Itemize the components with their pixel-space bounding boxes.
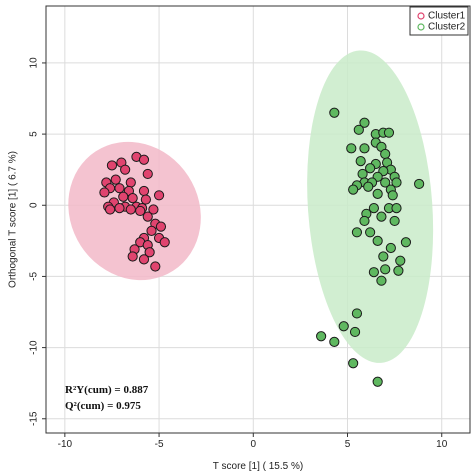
data-point-cluster1 (114, 203, 125, 214)
data-point-cluster2 (383, 127, 395, 138)
data-point-cluster1 (135, 205, 146, 217)
data-point-cluster2 (387, 190, 398, 201)
cluster-ellipses (68, 50, 434, 363)
x-tick-label: 10 (436, 439, 448, 450)
x-tick-label: 0 (251, 439, 257, 450)
data-point-cluster1 (138, 254, 150, 265)
data-point-cluster2 (329, 107, 340, 118)
data-point-cluster2 (391, 177, 402, 188)
data-point-cluster1 (104, 204, 116, 215)
x-axis-title: T score [1] ( 15.5 %) (213, 461, 303, 472)
data-point-cluster1 (125, 204, 136, 215)
data-point-cluster1 (142, 168, 153, 180)
data-point-cluster1 (159, 237, 170, 248)
axis-ticks: -10 -5 0 5 10 -15 -10 -5 0 5 10 (29, 57, 448, 450)
data-point-cluster1 (153, 190, 165, 201)
data-point-cluster1 (106, 160, 118, 171)
y-tick-label: -15 (29, 411, 40, 426)
q2-annotation: Q²(cum) = 0.975 (65, 400, 141, 412)
data-point-cluster1 (146, 225, 157, 236)
data-point-cluster2 (353, 124, 364, 135)
data-point-cluster2 (372, 376, 383, 387)
data-point-cluster2 (351, 308, 363, 319)
data-point-cluster2 (376, 275, 387, 286)
data-point-cluster1 (148, 204, 159, 215)
data-point-cluster2 (376, 211, 387, 222)
data-point-cluster2 (380, 264, 391, 275)
y-tick-label: 5 (29, 131, 40, 137)
data-point-cluster2 (359, 143, 370, 154)
data-point-cluster2 (395, 255, 406, 266)
data-point-cluster2 (357, 168, 368, 180)
data-point-cluster1 (138, 154, 150, 165)
data-point-cluster1 (150, 261, 161, 272)
y-axis-title: Orthogonal T score [1] ( 6.7 %) (8, 151, 19, 288)
data-point-cluster2 (348, 184, 359, 195)
x-tick-label: 5 (345, 439, 351, 450)
data-point-cluster2 (414, 178, 425, 190)
data-point-cluster1 (114, 183, 125, 194)
data-point-cluster1 (118, 191, 129, 202)
data-point-cluster2 (389, 215, 400, 227)
x-tick-label: -10 (58, 439, 73, 450)
legend-marker-cluster1 (417, 12, 425, 20)
data-point-cluster1 (138, 185, 150, 197)
data-point-cluster2 (316, 331, 327, 342)
data-point-cluster2 (363, 181, 374, 192)
data-point-cluster2 (372, 188, 383, 199)
data-point-cluster1 (99, 187, 110, 198)
plot-frame (45, 5, 471, 434)
data-point-cluster1 (144, 247, 155, 258)
data-point-cluster1 (140, 194, 151, 205)
legend-label-cluster2: Cluster2 (428, 22, 466, 33)
y-tick-label: 10 (29, 57, 40, 69)
legend-label-cluster1: Cluster1 (428, 11, 466, 22)
data-point-cluster2 (346, 143, 357, 154)
data-point-cluster1 (120, 164, 131, 175)
data-point-cluster2 (400, 237, 412, 248)
y-tick-label: -5 (29, 272, 40, 281)
data-point-cluster2 (351, 227, 363, 238)
legend-marker-cluster2 (417, 23, 425, 31)
data-point-cluster2 (393, 265, 404, 276)
data-point-cluster1 (155, 221, 167, 232)
data-point-cluster2 (391, 203, 402, 214)
data-point-cluster2 (359, 215, 370, 227)
x-tick-label: -5 (155, 439, 164, 450)
data-point-cluster2 (368, 267, 379, 278)
data-point-cluster2 (380, 148, 391, 160)
legend: Cluster1 Cluster2 (409, 6, 469, 36)
data-point-cluster2 (368, 203, 379, 214)
data-point-cluster1 (110, 174, 121, 185)
data-point-cluster1 (127, 193, 138, 204)
data-point-cluster2 (338, 321, 349, 332)
data-point-cluster2 (359, 117, 370, 128)
data-point-cluster2 (355, 156, 366, 167)
r2y-annotation: R²Y(cum) = 0.887 (65, 384, 149, 396)
data-point-cluster2 (329, 336, 340, 348)
data-point-cluster2 (385, 242, 396, 254)
data-point-cluster2 (365, 163, 376, 174)
data-point-cluster2 (378, 251, 389, 262)
data-point-cluster2 (372, 235, 383, 246)
data-point-cluster1 (125, 177, 136, 188)
data-points (99, 107, 425, 387)
y-tick-label: 0 (29, 202, 40, 208)
data-point-cluster2 (380, 177, 391, 188)
data-point-cluster1 (142, 211, 153, 222)
data-point-cluster1 (127, 251, 138, 262)
y-tick-label: -10 (29, 340, 40, 355)
data-point-cluster2 (349, 326, 361, 338)
data-point-cluster2 (348, 358, 359, 369)
data-point-cluster2 (365, 227, 376, 238)
